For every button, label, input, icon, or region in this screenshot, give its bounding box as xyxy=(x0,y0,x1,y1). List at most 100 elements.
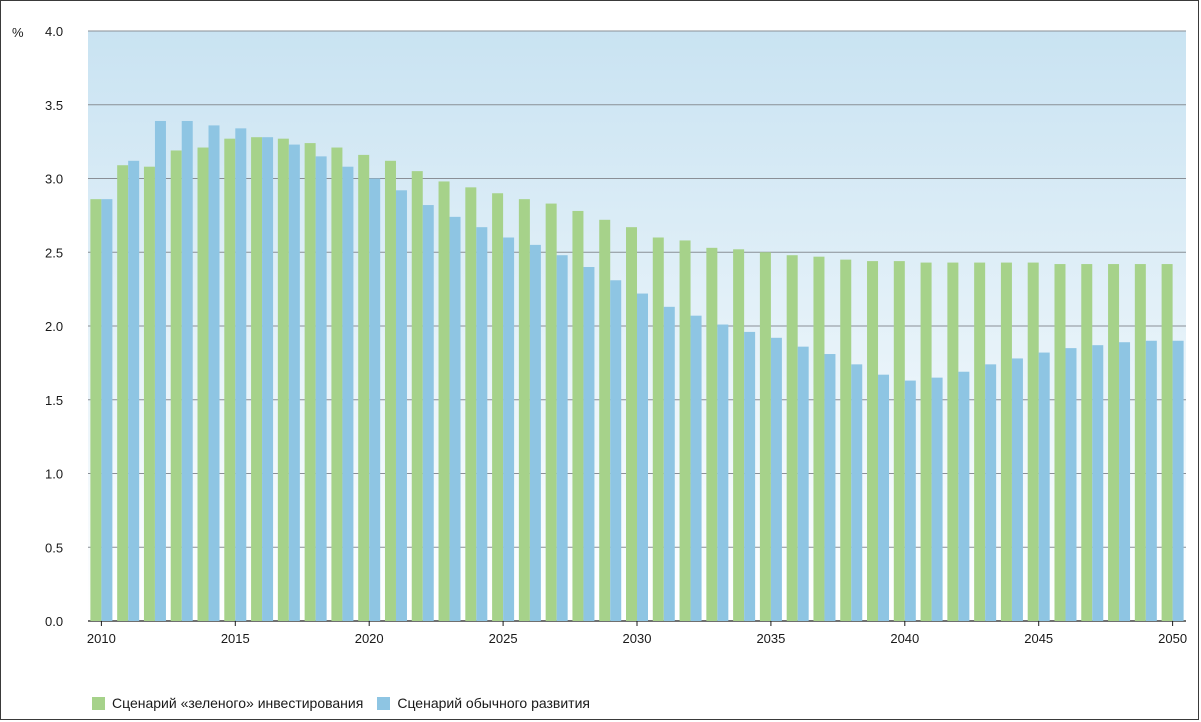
bar-baseline-scenario xyxy=(154,120,166,621)
bar-green-scenario xyxy=(1000,262,1012,621)
x-tick-label: 2020 xyxy=(355,631,384,646)
x-tick-label: 2050 xyxy=(1158,631,1187,646)
y-tick-label: 2.0 xyxy=(45,319,63,334)
bar-green-scenario xyxy=(304,143,316,621)
y-tick-label: 0.5 xyxy=(45,540,63,555)
bar-baseline-scenario xyxy=(476,227,488,622)
bar-green-scenario xyxy=(1161,264,1173,621)
bar-baseline-scenario xyxy=(690,315,702,621)
legend-item-baseline: Сценарий обычного развития xyxy=(377,695,590,711)
bar-green-scenario xyxy=(786,255,798,621)
bar-baseline-scenario xyxy=(422,205,434,622)
bar-baseline-scenario xyxy=(717,324,729,621)
bar-green-scenario xyxy=(331,147,343,621)
bar-green-scenario xyxy=(358,154,370,621)
bar-baseline-scenario xyxy=(556,255,568,621)
bar-baseline-scenario xyxy=(637,293,648,621)
legend-item-green: Сценарий «зеленого» инвестирования xyxy=(92,695,363,711)
bar-baseline-scenario xyxy=(744,331,756,621)
bar-green-scenario xyxy=(90,199,102,621)
bar-green-scenario xyxy=(492,193,504,621)
bar-green-scenario xyxy=(117,165,129,621)
bar-green-scenario xyxy=(840,259,852,621)
bar-baseline-scenario xyxy=(663,306,675,621)
legend-swatch-baseline xyxy=(377,696,391,710)
legend: Сценарий «зеленого» инвестирования Сцена… xyxy=(92,695,604,711)
x-tick-label: 2040 xyxy=(890,631,919,646)
bar-green-scenario xyxy=(224,138,236,622)
bar-green-scenario xyxy=(411,171,423,621)
x-tick-label: 2025 xyxy=(489,631,518,646)
bar-green-scenario xyxy=(759,252,771,621)
bar-baseline-scenario xyxy=(1119,342,1131,621)
bar-green-scenario xyxy=(197,147,209,621)
bar-baseline-scenario xyxy=(1011,358,1023,621)
bar-baseline-scenario xyxy=(583,267,595,621)
bar-green-scenario xyxy=(1054,264,1066,621)
bar-baseline-scenario xyxy=(395,190,407,622)
bar-green-scenario xyxy=(438,181,450,621)
bar-baseline-scenario xyxy=(824,354,836,621)
bar-baseline-scenario xyxy=(1092,345,1104,621)
bar-baseline-scenario xyxy=(342,166,354,621)
bar-green-scenario xyxy=(733,249,745,622)
y-tick-label: 1.5 xyxy=(45,393,63,408)
bar-green-scenario xyxy=(170,150,182,621)
y-tick-label: 0.0 xyxy=(45,614,63,629)
bar-baseline-scenario xyxy=(797,346,809,621)
bar-baseline-scenario xyxy=(208,125,220,622)
bar-green-scenario xyxy=(599,219,611,622)
y-axis-label: % xyxy=(12,25,24,40)
bar-green-scenario xyxy=(626,227,637,622)
legend-swatch-green xyxy=(92,696,105,710)
bar-green-scenario xyxy=(572,210,584,621)
bar-green-scenario xyxy=(1081,264,1093,621)
bar-green-scenario xyxy=(545,203,557,621)
bar-baseline-scenario xyxy=(878,374,890,621)
y-tick-label: 3.0 xyxy=(45,172,63,187)
bar-baseline-scenario xyxy=(904,380,916,621)
bar-baseline-scenario xyxy=(101,199,113,621)
y-axis-ticks: 0.0 0.5 1.0 1.5 2.0 2.5 3.0 3.5 4.0 xyxy=(45,24,63,629)
bar-baseline-scenario xyxy=(1065,348,1077,621)
bar-green-scenario xyxy=(1027,262,1039,621)
x-tick-label: 2035 xyxy=(756,631,785,646)
x-tick-label: 2045 xyxy=(1024,631,1053,646)
y-tick-label: 3.5 xyxy=(45,98,63,113)
bar-green-scenario xyxy=(947,262,959,621)
bar-baseline-scenario xyxy=(610,280,622,621)
bar-green-scenario xyxy=(1134,264,1146,621)
bar-baseline-scenario xyxy=(315,156,327,621)
bar-green-scenario xyxy=(813,256,825,621)
bar-green-scenario xyxy=(974,262,986,621)
legend-label-baseline: Сценарий обычного развития xyxy=(397,695,590,711)
x-axis-ticks: 2010 2015 2020 2025 2030 2035 2040 2045 2050 xyxy=(87,621,1187,646)
bar-green-scenario xyxy=(652,237,664,621)
bar-green-scenario xyxy=(143,166,155,621)
bar-baseline-scenario xyxy=(181,120,193,621)
y-tick-label: 4.0 xyxy=(45,24,63,39)
bar-green-scenario xyxy=(706,247,718,621)
bar-baseline-scenario xyxy=(449,216,461,621)
legend-label-green: Сценарий «зеленого» инвестирования xyxy=(112,695,364,711)
bar-baseline-scenario xyxy=(128,160,140,622)
bar-baseline-scenario xyxy=(288,144,300,621)
bar-baseline-scenario xyxy=(770,337,782,621)
bar-baseline-scenario xyxy=(851,364,863,621)
bar-green-scenario xyxy=(251,137,263,621)
bar-baseline-scenario xyxy=(1172,340,1184,621)
bar-baseline-scenario xyxy=(985,364,997,621)
y-tick-label: 2.5 xyxy=(45,245,63,260)
bar-baseline-scenario xyxy=(369,178,381,621)
bar-green-scenario xyxy=(384,160,396,622)
bar-green-scenario xyxy=(518,199,530,621)
bar-green-scenario xyxy=(679,240,691,621)
x-tick-label: 2015 xyxy=(221,631,250,646)
bar-green-scenario xyxy=(893,261,905,621)
x-tick-label: 2010 xyxy=(87,631,116,646)
bar-green-scenario xyxy=(1108,264,1120,621)
bar-baseline-scenario xyxy=(503,237,515,621)
bar-baseline-scenario xyxy=(529,244,541,621)
